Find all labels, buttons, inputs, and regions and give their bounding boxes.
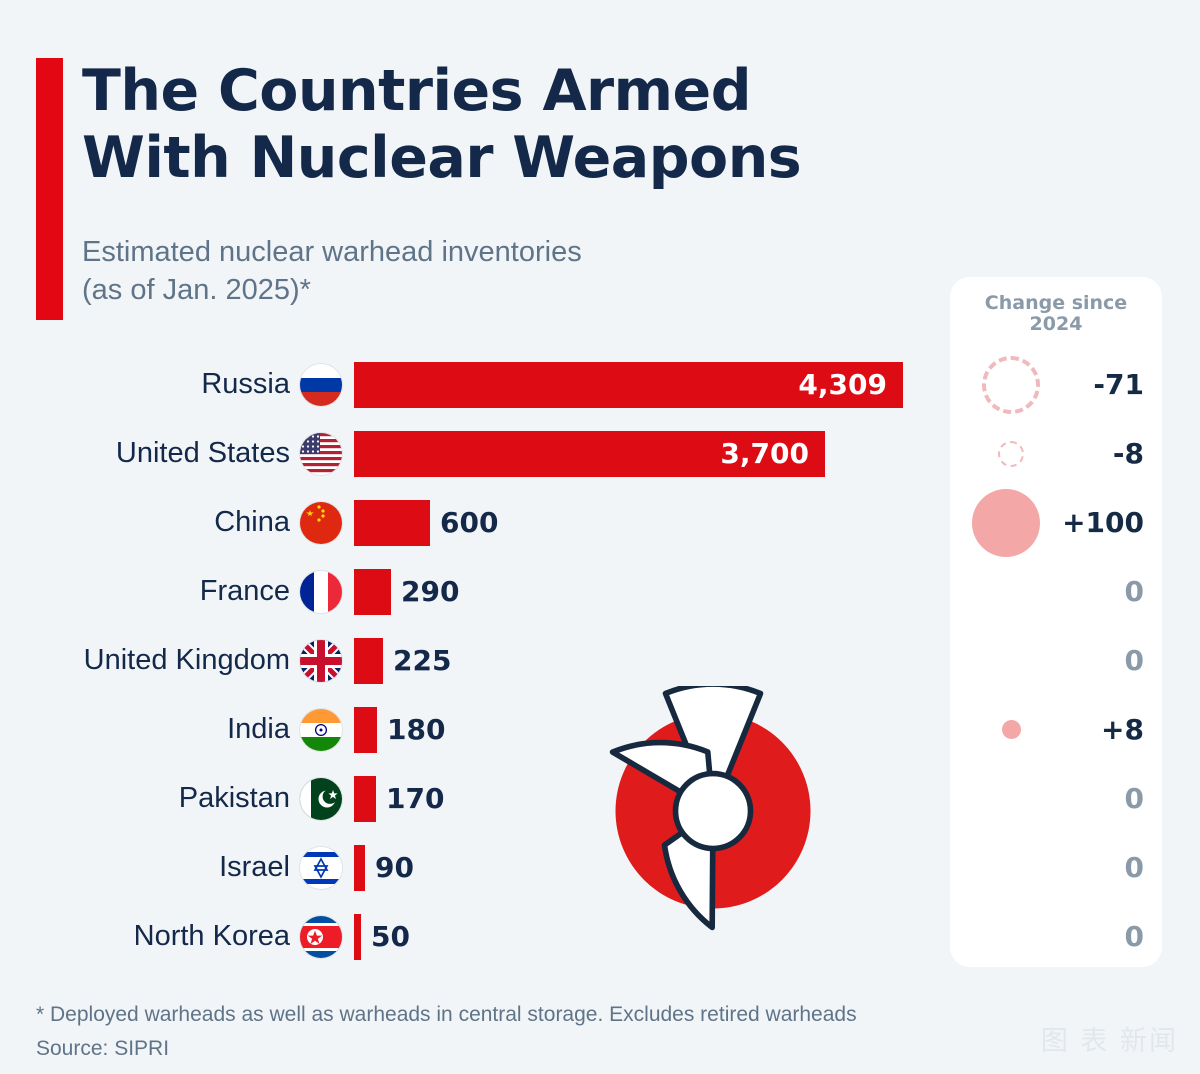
change-value-label: 0 [1124,851,1144,884]
change-dot-cell [950,720,1072,739]
flag-pakistan-icon [300,777,342,820]
title-line-2: With Nuclear Weapons [82,125,802,192]
flag-united-kingdom-icon [300,639,342,682]
change-dot-decrease [998,440,1024,467]
change-value-label: -8 [1112,437,1144,470]
country-label: Israel [219,851,290,883]
bar-wrapper: 600 [354,488,498,557]
country-label: China [214,506,290,538]
footnote: * Deployed warheads as well as warheads … [36,1003,857,1026]
table-row: North Korea 50 [0,902,930,971]
bar-value-label: 50 [371,920,410,953]
table-row: India 180 [0,695,930,764]
change-value-label: +100 [1062,506,1144,539]
change-dot-increase [972,488,1041,557]
bar-value-label: 170 [386,782,445,815]
bar: 4,309 [354,361,903,408]
change-dot-cell [950,355,1072,414]
bar-chart: Russia 4,309 United States 3,700 China 600 Fra… [0,350,930,971]
bar-value-label: 4,309 [798,368,887,401]
country-label: United Kingdom [83,644,290,676]
flag-israel-icon [300,846,342,889]
bar: 3,700 [354,430,825,477]
change-row: 0 [950,626,1162,695]
change-value-label: +8 [1101,713,1144,746]
bar-value-label: 290 [401,575,460,608]
bar [354,706,377,753]
table-row: Pakistan 170 [0,764,930,833]
bar-value-label: 3,700 [720,437,809,470]
change-since-2024-panel: Change since 2024 -71 -8 +100 0 0 +8 0 0 0 [950,277,1162,967]
country-label: Russia [201,368,290,400]
page-subtitle: Estimated nuclear warhead inventories (a… [82,233,842,310]
country-label: Pakistan [178,782,290,814]
bar-wrapper: 225 [354,626,451,695]
title-line-1: The Countries Armed [82,58,752,124]
table-row: Russia 4,309 [0,350,930,419]
country-label: United States [115,437,290,469]
country-label: France [199,575,290,607]
bar [354,844,365,891]
bar-wrapper: 180 [354,695,445,764]
watermark: 图 表 新闻 [1040,1026,1178,1057]
bar-value-label: 600 [440,506,499,539]
change-header-line-2: 2024 [1029,313,1083,336]
flag-china-icon [300,501,342,544]
change-value-label: -71 [1093,368,1144,401]
change-row: 0 [950,557,1162,626]
bar [354,775,376,822]
radiation-symbol-icon [588,681,838,936]
change-row: +8 [950,695,1162,764]
change-dot-cell [950,440,1072,467]
change-dot-decrease [982,355,1040,414]
change-row: -8 [950,419,1162,488]
bar [354,499,430,546]
bar-value-label: 180 [387,713,446,746]
table-row: France 290 [0,557,930,626]
flag-india-icon [300,708,342,751]
country-label: North Korea [133,920,290,952]
bar-value-label: 225 [393,644,452,677]
flag-russia-icon [300,363,342,406]
bar-wrapper: 3,700 [354,419,825,488]
change-row: 0 [950,902,1162,971]
flag-united-states-icon [300,432,342,475]
change-value-label: 0 [1124,575,1144,608]
change-panel-header: Change since 2024 [950,292,1162,336]
flag-france-icon [300,570,342,613]
footer: * Deployed warheads as well as warheads … [36,998,857,1066]
change-row: 0 [950,764,1162,833]
bar-wrapper: 290 [354,557,459,626]
bar [354,568,391,615]
change-value-label: 0 [1124,644,1144,677]
change-rows: -71 -8 +100 0 0 +8 0 0 0 [950,350,1162,971]
change-dot-increase [1001,720,1021,739]
bar-wrapper: 50 [354,902,410,971]
change-row: -71 [950,350,1162,419]
bar-wrapper: 170 [354,764,444,833]
table-row: Israel 90 [0,833,930,902]
country-label: India [227,713,290,745]
bar-value-label: 90 [375,851,414,884]
subtitle-line-2: (as of Jan. 2025)* [82,274,311,307]
table-row: United States 3,700 [0,419,930,488]
title-accent-bar [36,58,63,320]
change-dot-cell [950,488,1062,557]
bar [354,913,361,960]
bar [354,637,383,684]
table-row: United Kingdom 225 [0,626,930,695]
table-row: China 600 [0,488,930,557]
subtitle-line-1: Estimated nuclear warhead inventories [82,236,582,268]
change-row: +100 [950,488,1162,557]
change-value-label: 0 [1124,920,1144,953]
change-header-line-1: Change since [984,292,1128,314]
change-row: 0 [950,833,1162,902]
change-value-label: 0 [1124,782,1144,815]
source-label: Source: SIPRI [36,1037,170,1061]
bar-wrapper: 4,309 [354,350,903,419]
bar-wrapper: 90 [354,833,414,902]
page-title: The Countries Armed With Nuclear Weapons [82,58,902,193]
flag-north-korea-icon [300,915,342,958]
